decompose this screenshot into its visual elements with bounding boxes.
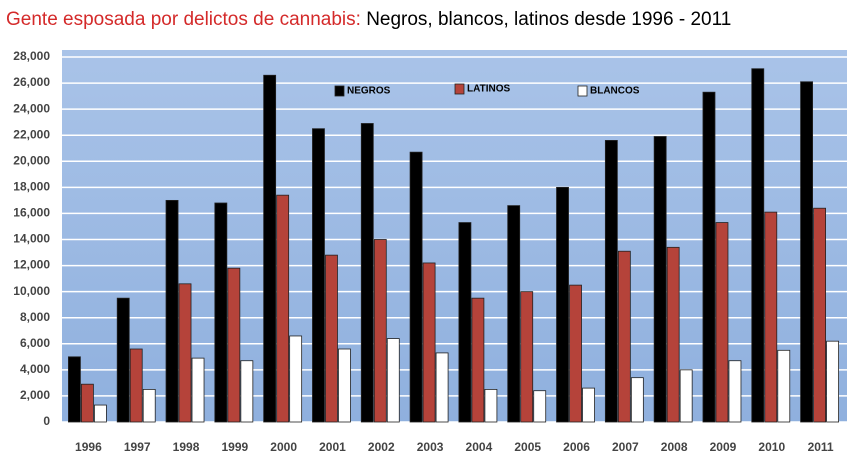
y-tick-label: 4,000: [20, 362, 50, 376]
x-tick-label: 1999: [221, 440, 248, 454]
bar: [276, 194, 290, 423]
y-tick-label: 18,000: [13, 180, 50, 194]
legend-swatch: [577, 85, 588, 97]
bar: [471, 297, 485, 423]
bar: [165, 199, 179, 423]
bar: [702, 91, 716, 423]
bar: [679, 369, 693, 423]
y-tick-label: 14,000: [13, 232, 50, 246]
bar: [813, 207, 826, 423]
x-tick-label: 2008: [661, 440, 688, 454]
bar: [484, 389, 498, 423]
bar: [360, 123, 374, 423]
bar: [227, 267, 241, 423]
x-tick-label: 1997: [124, 440, 151, 454]
bar: [373, 239, 387, 423]
bar: [142, 389, 156, 423]
y-tick-label: 8,000: [20, 310, 50, 324]
y-tick-label: 24,000: [13, 101, 50, 115]
x-tick-label: 2005: [514, 440, 541, 454]
x-tick-label: 2003: [417, 440, 444, 454]
bar: [715, 222, 729, 423]
x-tick-label: 2002: [368, 440, 395, 454]
y-tick-label: 6,000: [20, 336, 50, 350]
bar: [263, 74, 277, 423]
bar: [630, 377, 644, 423]
bar: [214, 202, 228, 423]
bar: [582, 387, 595, 423]
bar: [409, 151, 423, 423]
x-tick-label: 2011: [808, 440, 834, 454]
bar: [604, 140, 618, 423]
y-tick-label: 20,000: [13, 153, 50, 167]
bar: [569, 284, 582, 423]
y-tick-label: 22,000: [13, 127, 50, 141]
bar: [312, 128, 325, 423]
bar: [556, 186, 569, 423]
bar: [764, 211, 778, 423]
bar: [116, 297, 130, 423]
bar: [325, 254, 338, 423]
x-tick-label: 1998: [173, 440, 200, 454]
x-tick-label: 2004: [466, 440, 493, 454]
bar: [507, 205, 521, 423]
x-tick-label: 1996: [75, 440, 102, 454]
bar: [800, 81, 813, 423]
y-tick-label: 10,000: [13, 284, 50, 298]
x-tick-label: 2007: [612, 440, 639, 454]
y-tick-label: 2,000: [20, 388, 50, 402]
bar: [458, 222, 472, 423]
x-tick-label: 2000: [270, 440, 297, 454]
bar: [777, 349, 791, 423]
bar: [94, 404, 107, 423]
legend-swatch: [334, 85, 345, 97]
bar: [435, 352, 449, 423]
y-tick-label: 26,000: [13, 75, 50, 89]
y-tick-label: 12,000: [13, 258, 50, 272]
bar: [666, 246, 680, 423]
bar: [289, 335, 303, 423]
y-tick-label: 0: [43, 414, 50, 428]
bar: [338, 348, 351, 423]
bar: [68, 356, 81, 423]
bar: [422, 262, 436, 423]
x-tick-label: 2010: [758, 440, 785, 454]
legend-label: BLANCOS: [590, 86, 640, 97]
bar: [728, 360, 742, 423]
bar: [386, 338, 400, 423]
legend-swatch: [454, 83, 465, 95]
title-red: Gente esposada por delictos de cannabis:: [6, 9, 361, 30]
bar: [240, 360, 254, 423]
legend-label: LATINOS: [467, 84, 510, 95]
x-tick-label: 2006: [563, 440, 590, 454]
chart-title: Gente esposada por delictos de cannabis:…: [6, 9, 731, 30]
bar: [826, 340, 839, 423]
x-tick-label: 2009: [710, 440, 737, 454]
bar: [653, 136, 667, 423]
legend-label: NEGROS: [347, 86, 391, 97]
bar: [81, 383, 94, 423]
bar: [191, 357, 205, 423]
bar: [178, 283, 192, 423]
bar: [129, 348, 143, 423]
y-tick-label: 16,000: [13, 206, 50, 220]
bar: [751, 68, 765, 423]
bar: [617, 250, 631, 423]
bar: [520, 291, 534, 423]
title-black: Negros, blancos, latinos desde 1996 - 20…: [366, 9, 731, 30]
y-tick-label: 28,000: [13, 49, 50, 63]
x-tick-label: 2001: [319, 440, 346, 454]
bar: [533, 390, 547, 423]
